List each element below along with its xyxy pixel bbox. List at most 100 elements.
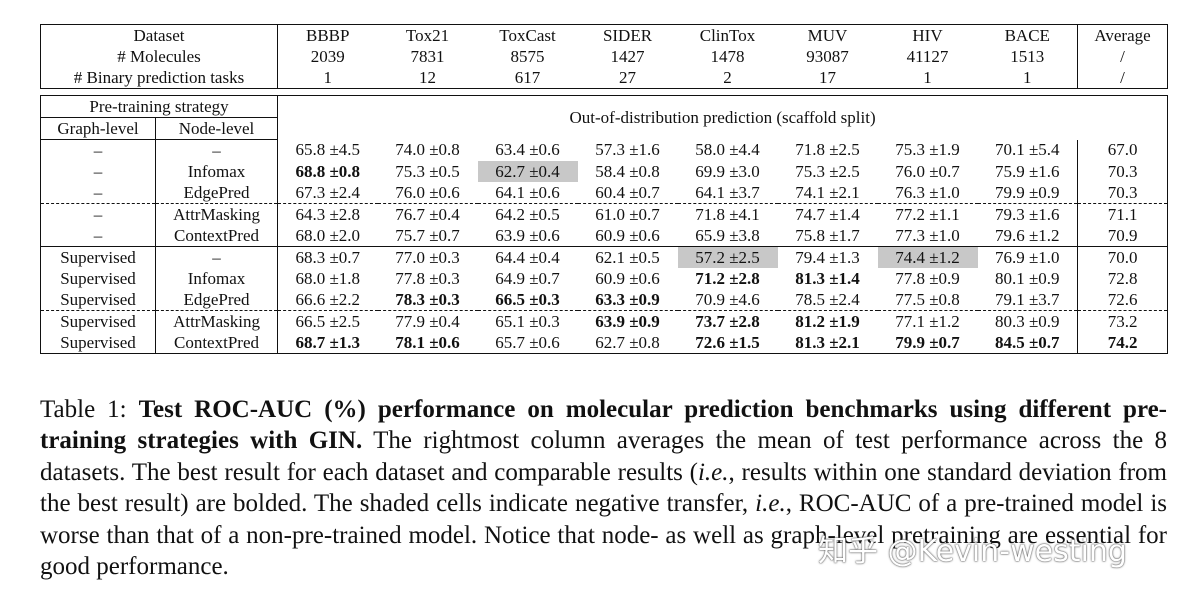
result-cell: 74.0 ±0.8 — [395, 140, 460, 160]
watermark: 知乎 @Kevin-westing — [818, 534, 1127, 569]
stat-cell: 1513 — [977, 46, 1078, 67]
result-cell: 74.4 ±1.2 — [877, 246, 978, 268]
column-header: MUV — [807, 25, 848, 45]
row-group: – –65.8 ±4.5 74.0 ±0.8 63.4 ±0.6 57.3 ±1.6 58… — [40, 139, 1168, 204]
result-row: Supervised –68.3 ±0.7 77.0 ±0.3 64.4 ±0.4 62… — [40, 246, 1168, 268]
result-cell: 64.2 ±0.5 — [477, 203, 578, 225]
result-cell: 80.3 ±0.9 — [977, 310, 1079, 332]
header-row: Graph-level Node-level — [40, 117, 1168, 140]
stat-cell: 1 — [923, 67, 932, 87]
result-cell: 77.3 ±1.0 — [895, 225, 960, 245]
result-cell: 70.3 — [1107, 161, 1138, 181]
result-cell: 64.3 ±2.8 — [277, 203, 378, 225]
caption-segment: The rightmost column averages the mean o… — [40, 427, 1168, 486]
graph-level-cell: Supervised — [40, 310, 156, 332]
graph-level-cell: Supervised — [40, 246, 156, 268]
result-cell: 76.0 ±0.7 — [895, 161, 960, 181]
result-cell: 60.9 ±0.6 — [595, 225, 660, 245]
caption-segment: Test ROC-AUC (%) performance on molecula… — [40, 396, 1168, 455]
stat-cell: 12 — [419, 67, 436, 87]
result-cell: 65.9 ±3.8 — [695, 225, 760, 245]
result-cell: 74.7 ±1.4 — [777, 203, 878, 225]
stat-cell: / — [1120, 46, 1125, 66]
result-cell: 84.5 ±0.7 — [977, 332, 1079, 354]
column-header: Average — [1094, 25, 1151, 45]
result-cell: 77.0 ±0.3 — [377, 246, 478, 268]
result-cell: 70.0 — [1077, 246, 1168, 268]
result-cell: 77.2 ±1.1 — [877, 203, 978, 225]
result-cell: 63.4 ±0.6 — [495, 140, 560, 160]
result-cell: 60.4 ±0.7 — [595, 182, 660, 202]
result-cell: 74.2 — [1107, 332, 1138, 352]
graph-level-header: Graph-level — [40, 117, 156, 140]
result-cell: 70.3 — [1107, 182, 1138, 202]
column-header: Dataset — [40, 24, 278, 46]
result-cell: 78.3 ±0.3 — [395, 289, 460, 309]
result-row: Supervised AttrMasking 66.5 ±2.5 77.9 ±0.4 6… — [40, 310, 1168, 332]
stat-cell: 2039 — [310, 46, 345, 66]
result-cell: 77.8 ±0.9 — [895, 268, 960, 288]
result-cell: 72.8 — [1107, 268, 1138, 288]
node-level-header: Node-level — [155, 117, 279, 140]
result-cell: 79.9 ±0.7 — [895, 332, 960, 352]
graph-level-cell: – — [40, 203, 156, 225]
caption-segment: i.e. — [697, 458, 729, 486]
result-cell: 64.1 ±3.7 — [695, 182, 760, 202]
result-cell: 66.5 ±2.5 — [277, 310, 378, 332]
column-header: HIV — [912, 25, 943, 45]
result-cell: 75.8 ±1.7 — [795, 225, 860, 245]
stat-cell: 2 — [723, 67, 732, 87]
node-level-cell: – — [155, 246, 279, 268]
graph-level-cell: – — [40, 161, 156, 182]
node-level-cell: Infomax — [155, 268, 279, 289]
result-row: Supervised ContextPred 68.7 ±1.3 78.1 ±0.6 6… — [40, 332, 1168, 354]
caption: Table 1: Test ROC-AUC (%) performance on… — [40, 394, 1167, 582]
node-level-cell: – — [155, 139, 279, 161]
result-cell: 62.7 ±0.4 — [477, 161, 578, 182]
stat-cell: 27 — [619, 67, 636, 87]
column-header: BACE — [977, 24, 1078, 46]
result-cell: 63.9 ±0.6 — [495, 225, 560, 245]
column-header: ToxCast — [499, 25, 556, 45]
result-cell: 74.1 ±2.1 — [795, 182, 860, 202]
result-cell: 58.4 ±0.8 — [595, 161, 660, 181]
caption-segment: , ROC-AUC of a pre-trained model is wors… — [40, 490, 1167, 581]
result-cell: 81.2 ±1.9 — [777, 310, 878, 332]
result-row: – ContextPred 68.0 ±2.0 75.7 ±0.7 63.9 ±0.6 6… — [40, 225, 1168, 247]
stats-row: # Binary prediction tasks 1 12 617 27 2 17 1 1 / — [40, 67, 1168, 89]
results-header: Pre-training strategy Out-of-distributio… — [40, 95, 1168, 140]
row-group: Supervised AttrMasking 66.5 ±2.5 77.9 ±0.4 6… — [40, 310, 1168, 354]
result-cell: 75.9 ±1.6 — [977, 161, 1079, 182]
result-cell: 72.6 — [1107, 289, 1138, 309]
stat-cell: 7831 — [410, 46, 445, 66]
result-cell: 64.1 ±0.6 — [495, 182, 560, 202]
result-cell: 75.3 ±0.5 — [395, 161, 460, 181]
result-cell: 78.1 ±0.6 — [395, 332, 460, 352]
results-table: Pre-training strategy Out-of-distributio… — [40, 95, 1169, 354]
result-cell: 70.1 ±5.4 — [977, 139, 1079, 161]
node-level-cell: ContextPred — [155, 332, 279, 354]
result-cell: 60.9 ±0.6 — [595, 268, 660, 288]
result-cell: 67.0 — [1107, 140, 1138, 160]
graph-level-cell: Supervised — [40, 332, 156, 354]
result-cell: 65.8 ±4.5 — [295, 140, 361, 160]
result-cell: 69.9 ±3.0 — [695, 161, 760, 181]
stat-cell: 8575 — [510, 46, 545, 66]
result-cell: 79.1 ±3.7 — [977, 289, 1079, 311]
result-cell: 76.9 ±1.0 — [977, 246, 1079, 268]
result-cell: 63.3 ±0.9 — [595, 289, 660, 309]
result-cell: 57.3 ±1.6 — [595, 140, 660, 160]
result-cell: 65.1 ±0.3 — [477, 310, 578, 332]
result-cell: 78.5 ±2.4 — [795, 289, 860, 309]
result-cell: 63.9 ±0.9 — [577, 310, 678, 332]
result-row: Supervised EdgePred 66.6 ±2.2 78.3 ±0.3 66.5… — [40, 289, 1168, 311]
result-cell: 76.3 ±1.0 — [895, 182, 960, 202]
node-level-cell: Infomax — [155, 161, 279, 182]
result-cell: 64.4 ±0.4 — [477, 246, 578, 268]
result-cell: 75.3 ±2.5 — [795, 161, 860, 181]
dataset-table: Dataset BBBP Tox21 ToxCast SIDER ClinTox MUV HI… — [40, 24, 1168, 89]
stat-cell: 41127 — [906, 46, 949, 66]
dataset-table-body: Dataset BBBP Tox21 ToxCast SIDER ClinTox MUV HI… — [40, 24, 1168, 89]
result-row: – –65.8 ±4.5 74.0 ±0.8 63.4 ±0.6 57.3 ±1.6 58… — [40, 139, 1168, 161]
